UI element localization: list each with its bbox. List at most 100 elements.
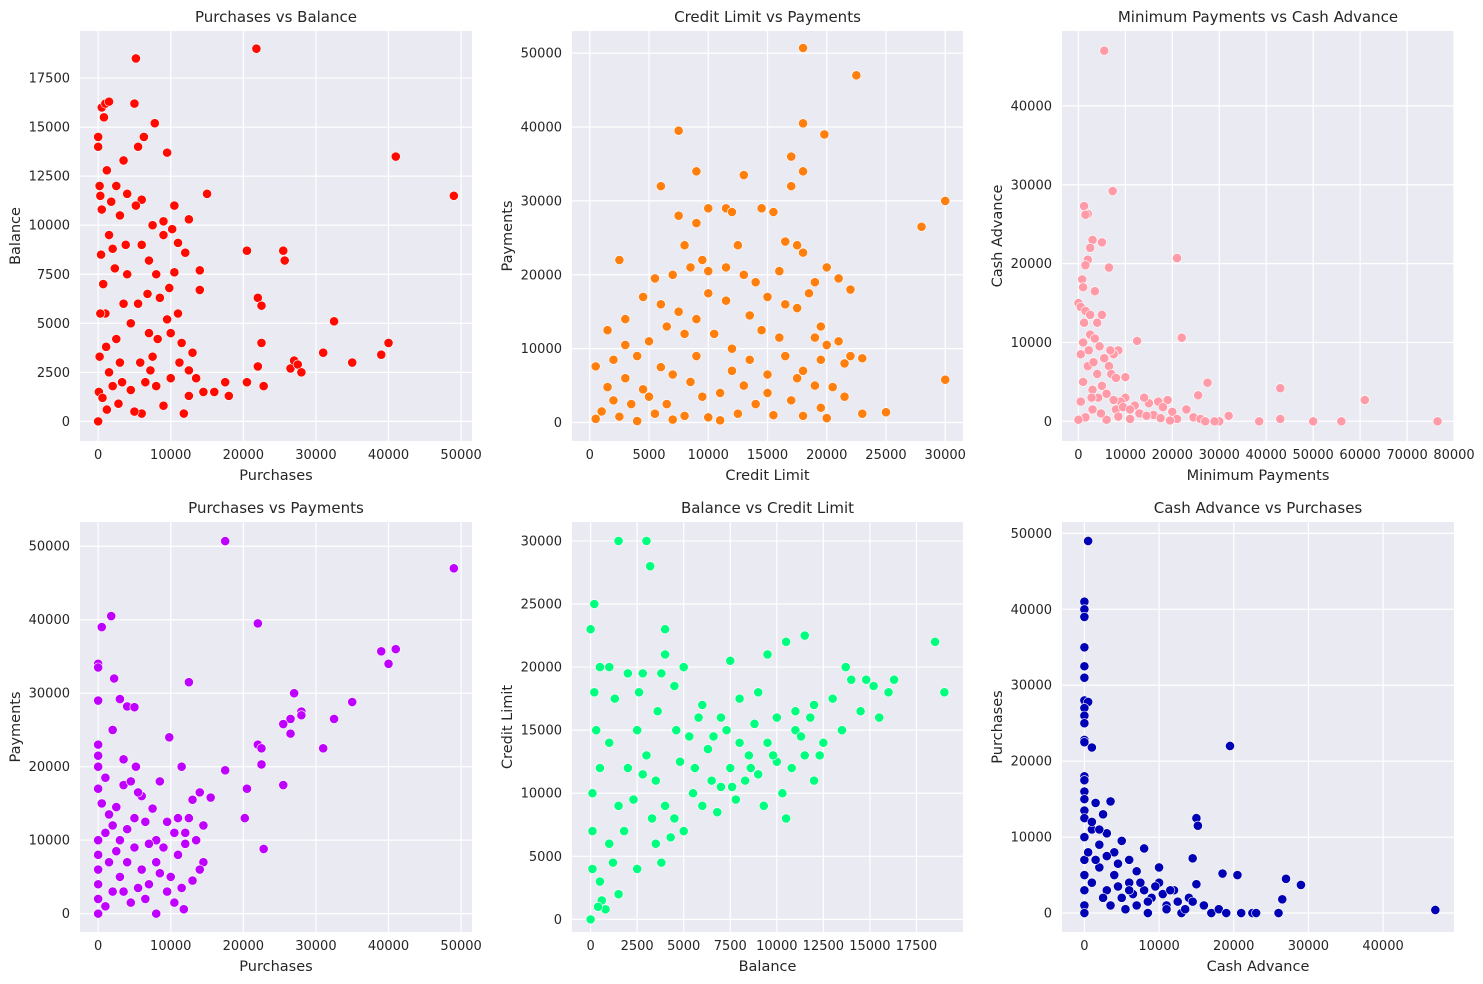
x-tick-label: 15000 xyxy=(849,939,890,954)
data-point xyxy=(1075,349,1086,360)
data-point xyxy=(798,410,808,421)
chart-title: Balance vs Credit Limit xyxy=(681,499,854,517)
data-point xyxy=(708,731,719,742)
data-point xyxy=(796,731,806,742)
data-point xyxy=(1105,796,1116,807)
data-point xyxy=(106,611,117,621)
data-point xyxy=(1359,395,1370,405)
y-tick-label: 0 xyxy=(62,907,70,922)
y-tick-label: 30000 xyxy=(521,194,562,209)
data-point xyxy=(258,844,269,854)
data-point xyxy=(768,750,778,761)
data-point xyxy=(106,196,117,207)
data-point xyxy=(94,181,105,191)
y-tick-label: 30000 xyxy=(1011,679,1052,694)
data-point xyxy=(194,864,205,875)
data-point xyxy=(585,914,596,925)
data-point xyxy=(1086,877,1097,888)
y-tick-label: 0 xyxy=(554,416,562,431)
data-point xyxy=(1083,847,1094,858)
data-point xyxy=(786,763,797,773)
data-point xyxy=(632,725,643,736)
data-point xyxy=(194,787,205,798)
data-point xyxy=(1281,873,1291,884)
data-point xyxy=(390,644,401,655)
plot-area xyxy=(80,31,472,441)
data-point xyxy=(180,838,191,849)
y-tick-label: 20000 xyxy=(521,268,562,283)
data-point xyxy=(138,132,149,142)
data-point xyxy=(1079,885,1090,896)
scatter-points xyxy=(93,43,459,427)
data-point xyxy=(655,362,666,373)
data-point xyxy=(289,688,300,699)
y-tick-label: 0 xyxy=(554,913,562,928)
data-point xyxy=(1113,881,1123,892)
data-point xyxy=(296,710,307,721)
data-point xyxy=(187,347,198,358)
data-point xyxy=(1113,411,1124,422)
x-tick-label: 10000 xyxy=(150,448,191,463)
data-point xyxy=(347,697,358,707)
data-point xyxy=(762,388,773,398)
data-point xyxy=(194,285,205,295)
y-axis-label: Payments xyxy=(500,200,516,271)
data-point xyxy=(99,112,109,123)
data-point xyxy=(1092,317,1103,328)
x-tick-label: 50000 xyxy=(1292,448,1333,463)
data-point xyxy=(587,788,598,799)
data-point xyxy=(180,827,191,838)
data-point xyxy=(1073,414,1084,425)
data-point xyxy=(684,731,695,742)
data-point xyxy=(821,262,832,273)
data-point xyxy=(587,864,598,874)
data-point xyxy=(1085,242,1096,253)
y-tick-label: 20000 xyxy=(1011,257,1052,272)
data-point xyxy=(656,857,667,868)
data-point xyxy=(1078,337,1089,348)
data-point xyxy=(628,794,639,805)
data-point xyxy=(604,662,615,672)
data-point xyxy=(716,712,726,723)
data-point xyxy=(158,400,169,411)
data-point xyxy=(1217,868,1228,879)
data-point xyxy=(1098,809,1108,820)
data-point xyxy=(111,846,122,857)
data-point xyxy=(1083,345,1094,356)
data-point xyxy=(883,687,894,698)
data-point xyxy=(727,782,738,792)
data-point xyxy=(665,832,676,843)
data-point xyxy=(1108,395,1119,405)
data-point xyxy=(133,298,143,309)
data-point xyxy=(851,70,862,81)
data-point xyxy=(1198,900,1209,911)
data-point xyxy=(278,780,289,790)
y-tick-label: 5000 xyxy=(529,850,562,865)
data-point xyxy=(1090,798,1101,808)
data-point xyxy=(602,382,613,392)
data-point xyxy=(697,391,708,402)
data-point xyxy=(608,395,619,406)
data-point xyxy=(774,266,785,276)
data-point xyxy=(1180,904,1191,915)
data-point xyxy=(183,365,194,376)
data-point xyxy=(376,349,387,360)
data-point xyxy=(252,618,263,629)
data-point xyxy=(715,388,726,398)
data-point xyxy=(1275,383,1286,394)
data-point xyxy=(756,203,767,214)
data-point xyxy=(678,826,689,836)
data-point xyxy=(614,411,625,422)
data-point xyxy=(111,181,122,191)
data-point xyxy=(792,303,803,313)
data-point xyxy=(93,662,104,673)
data-point xyxy=(107,381,118,391)
x-tick-label: 25000 xyxy=(865,448,906,463)
data-point xyxy=(158,216,169,227)
y-tick-label: 20000 xyxy=(29,760,70,775)
data-point xyxy=(96,798,107,809)
data-point xyxy=(762,369,773,380)
data-point xyxy=(1251,908,1262,918)
data-point xyxy=(753,769,764,780)
data-point xyxy=(223,390,234,401)
